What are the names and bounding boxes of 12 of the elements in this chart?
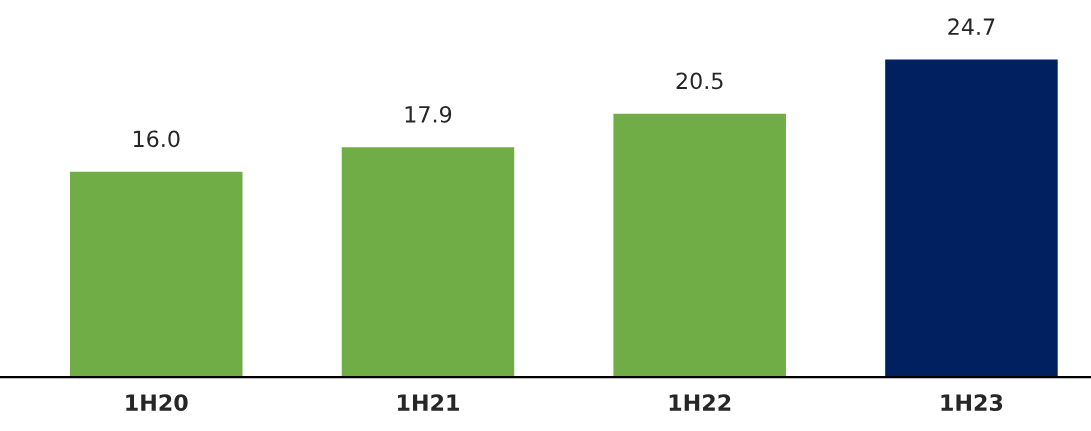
x-tick-label: 1H23 [941, 394, 1003, 411]
data-label: 16.0 [133, 130, 180, 148]
bar [68, 170, 244, 378]
bar [612, 112, 788, 378]
data-label: 20.5 [676, 72, 723, 90]
bar [340, 145, 516, 378]
x-tick-label: 1H21 [397, 394, 459, 411]
x-tick-label: 1H22 [669, 394, 731, 411]
x-tick-label: 1H20 [126, 394, 188, 411]
bar [883, 58, 1060, 378]
data-label: 17.9 [405, 105, 452, 123]
data-label: 24.7 [948, 18, 995, 35]
